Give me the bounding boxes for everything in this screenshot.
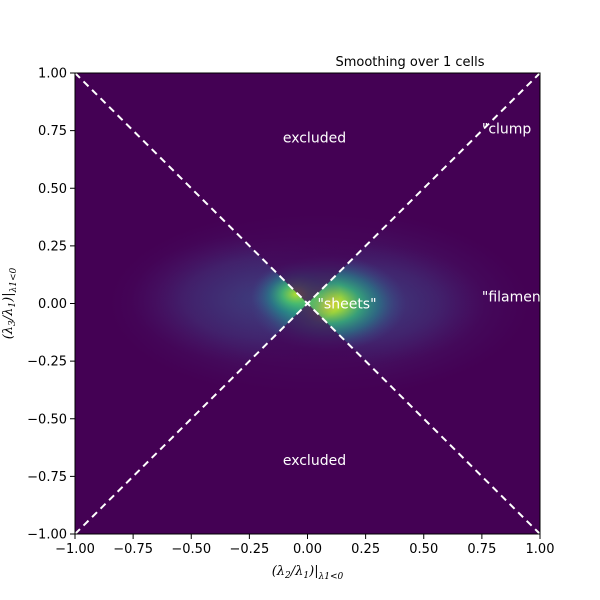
x-tick-label: 0.50	[409, 542, 438, 557]
boundary-line	[74, 72, 541, 535]
region-annotation: "filament	[482, 290, 547, 306]
x-tick-label: 0.75	[467, 542, 496, 557]
y-tick-label: −0.50	[27, 412, 67, 427]
x-tick-label: 0.00	[293, 542, 322, 557]
region-annotation: excluded	[283, 453, 346, 469]
x-tick-label: −0.75	[113, 542, 153, 557]
y-tick-label: 0.75	[38, 124, 67, 139]
x-tick-label: −1.00	[55, 542, 95, 557]
x-tick-label: 1.00	[526, 542, 555, 557]
region-annotation: "sheets"	[317, 297, 376, 313]
y-tick-label: −0.75	[27, 470, 67, 485]
y-tick-label: 0.50	[38, 182, 67, 197]
y-tick-label: 0.00	[38, 297, 67, 312]
excluded-region-bottom	[75, 303, 540, 534]
plot-area: excluded excluded "clump "filament "sheets"	[74, 72, 547, 535]
region-annotation: excluded	[283, 131, 346, 147]
x-axis: −1.00 −0.75 −0.50 −0.25 0.00 0.25 0.50 0.75 1.00	[55, 534, 554, 557]
excluded-region-top	[75, 73, 540, 304]
x-tick-label: −0.25	[229, 542, 269, 557]
y-axis: −1.00 −0.75 −0.50 −0.25 0.00 0.25 0.50 0.75 1.00	[27, 67, 75, 543]
y-tick-label: 0.25	[38, 239, 67, 254]
y-tick-label: −0.25	[27, 355, 67, 370]
chart-title: Smoothing over 1 cells	[335, 55, 484, 70]
y-axis-label: (λ3/λ1)|λ1<0	[1, 267, 19, 339]
x-tick-label: 0.25	[351, 542, 380, 557]
y-tick-label: −1.00	[27, 528, 67, 543]
x-tick-label: −0.50	[171, 542, 211, 557]
x-axis-label: (λ2/λ1)|λ1<0	[272, 564, 344, 582]
region-annotation: "clump	[482, 121, 532, 137]
y-tick-label: 1.00	[38, 67, 67, 82]
excluded-regions	[75, 73, 540, 534]
